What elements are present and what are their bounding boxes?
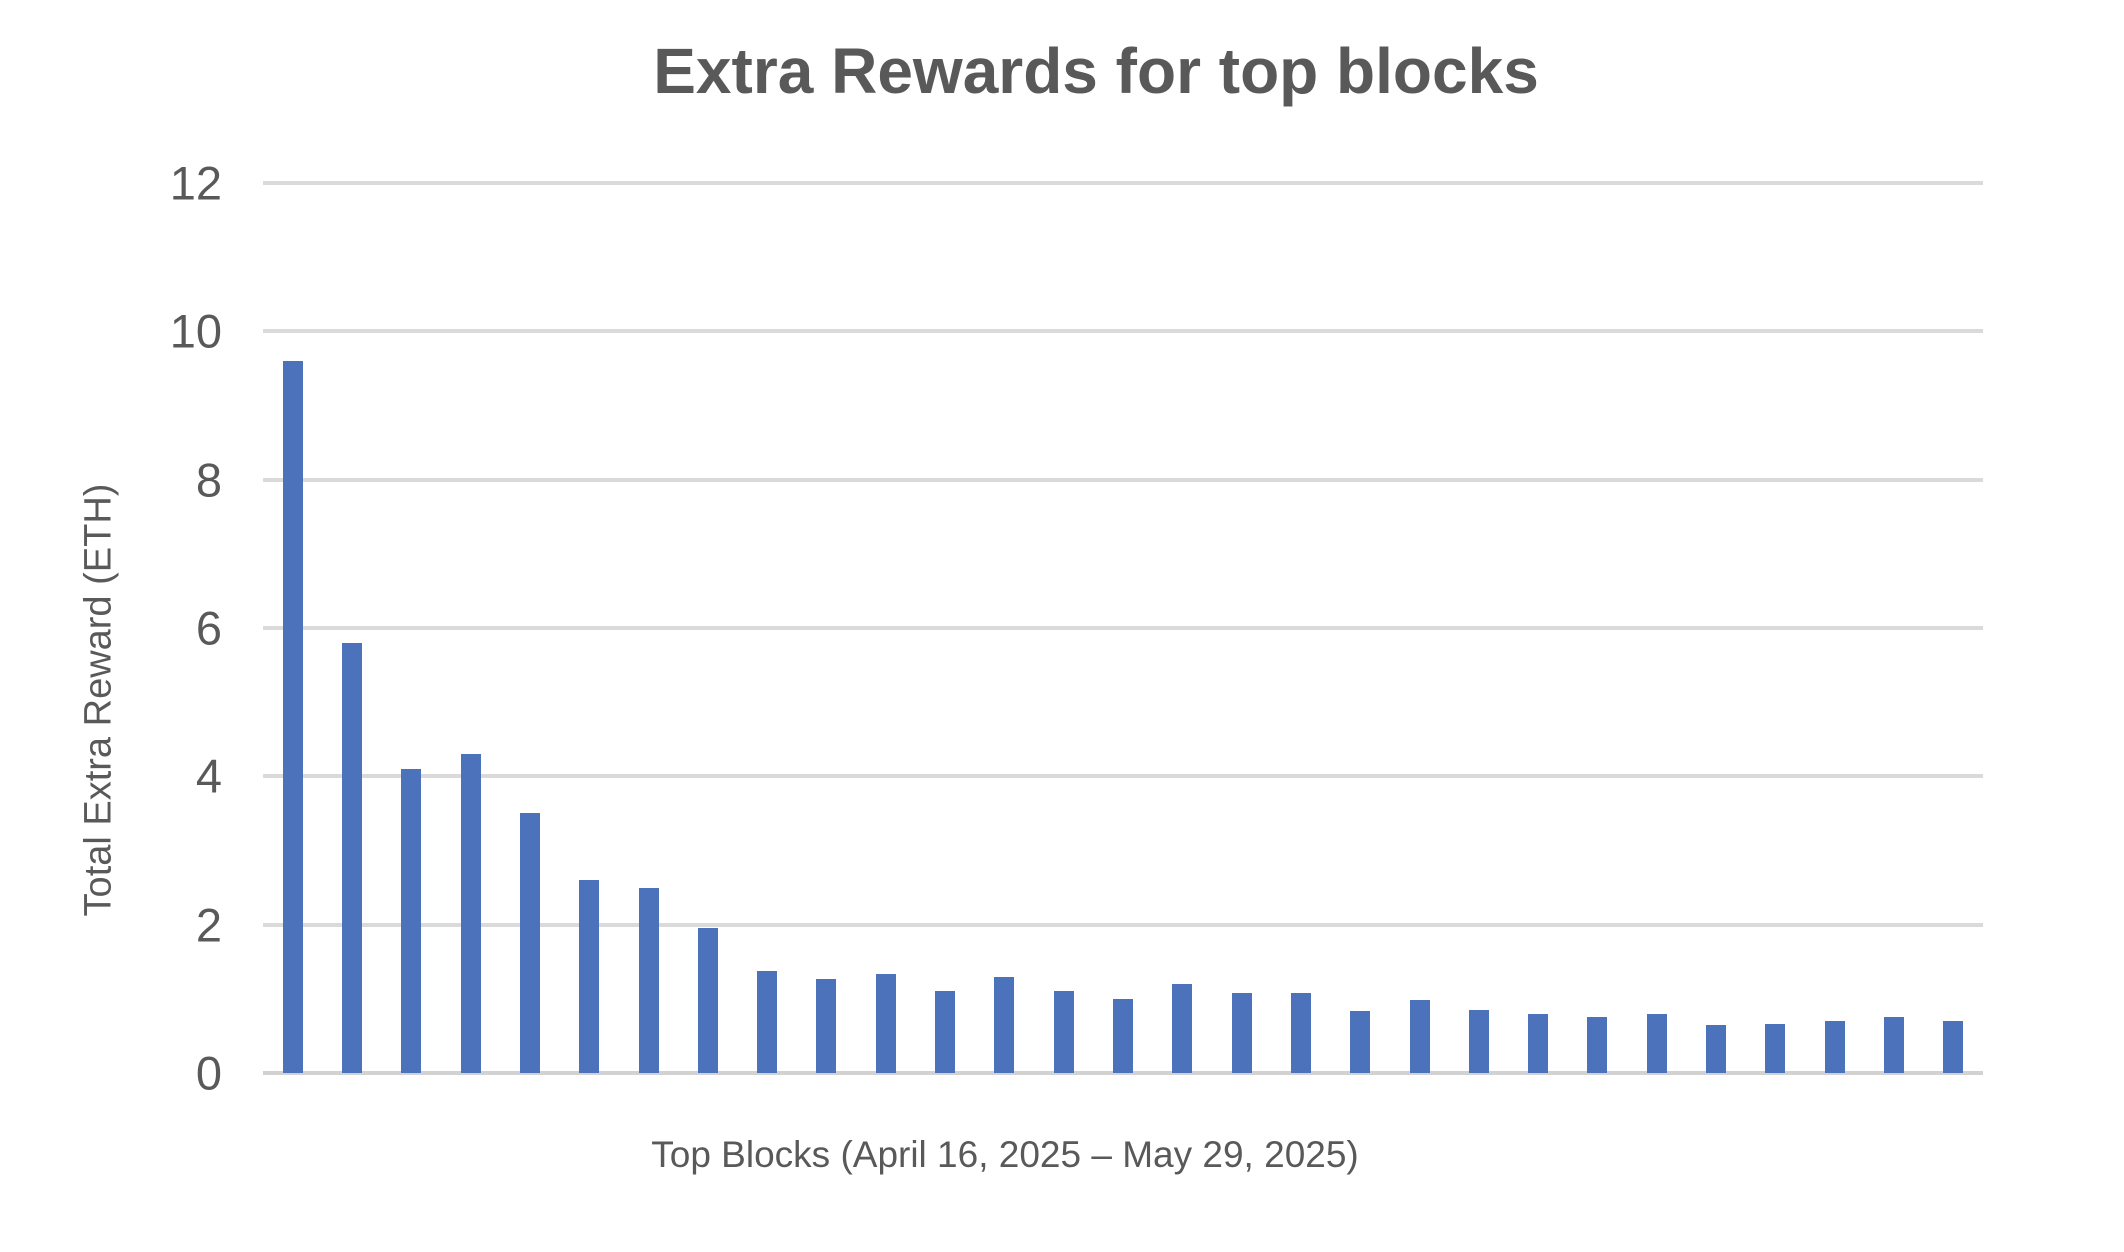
bar: [579, 880, 600, 1073]
bar: [1824, 1021, 1845, 1073]
bar: [1409, 1000, 1430, 1073]
bar: [1587, 1017, 1608, 1073]
y-tick-label: 10: [169, 304, 222, 358]
bar: [1468, 1009, 1489, 1073]
plot-area: [263, 181, 1983, 1075]
gridline: [263, 329, 1983, 334]
gridline: [263, 774, 1983, 779]
bar: [1706, 1024, 1727, 1073]
bar: [1053, 991, 1074, 1073]
bar: [1884, 1016, 1905, 1073]
bar: [282, 361, 303, 1073]
x-axis-baseline: [263, 1071, 1983, 1075]
bar: [697, 928, 718, 1073]
bar: [1231, 992, 1252, 1073]
y-tick-label: 12: [169, 156, 222, 210]
bar: [1943, 1021, 1964, 1073]
bar: [816, 978, 837, 1073]
bar: [757, 971, 778, 1073]
bar: [1765, 1024, 1786, 1073]
bar: [1646, 1013, 1667, 1073]
bar: [1290, 992, 1311, 1073]
y-axis-title: Total Extra Reward (ETH): [77, 483, 120, 917]
bar: [638, 887, 659, 1073]
gridline: [263, 477, 1983, 482]
bar: [1350, 1010, 1371, 1073]
bar: [519, 813, 540, 1073]
bar: [994, 976, 1015, 1073]
x-axis-title: Top Blocks (April 16, 2025 – May 29, 202…: [651, 1134, 1359, 1175]
bar: [1172, 984, 1193, 1073]
gridline: [263, 922, 1983, 927]
bar: [875, 974, 896, 1073]
gridline: [263, 626, 1983, 630]
bar: [460, 754, 481, 1073]
bar: [1113, 998, 1133, 1073]
bar: [935, 991, 956, 1073]
y-tick-label: 6: [195, 601, 222, 655]
y-tick-label: 8: [195, 453, 222, 507]
gridline: [263, 181, 1983, 185]
y-tick-label: 4: [195, 749, 222, 803]
bar: [1528, 1013, 1549, 1073]
y-tick-label: 0: [195, 1046, 222, 1100]
bar: [401, 768, 422, 1073]
chart-title: Extra Rewards for top blocks: [653, 35, 1539, 107]
bar: [341, 642, 362, 1073]
y-tick-label: 2: [195, 898, 222, 952]
